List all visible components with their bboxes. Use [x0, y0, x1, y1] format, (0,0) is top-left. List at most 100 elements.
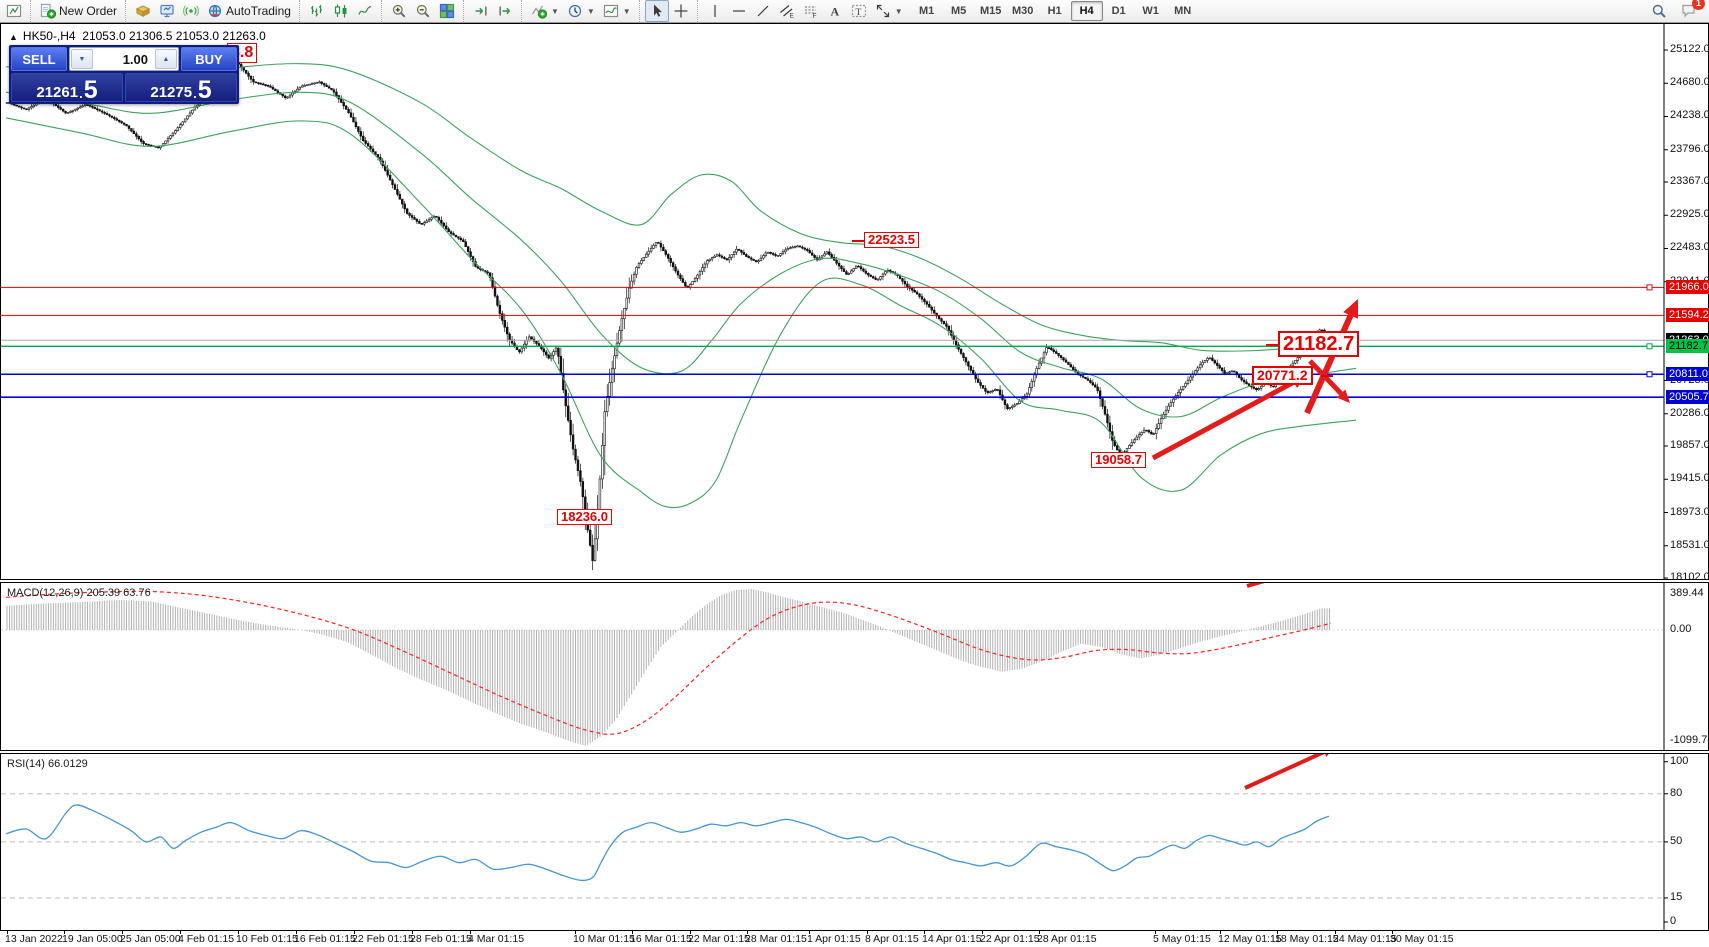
arrows-tool-button[interactable]: ▼	[871, 0, 907, 22]
zoom-in-icon	[392, 4, 406, 18]
equidistant-channel-tool-button[interactable]: E	[775, 0, 799, 22]
price-line-tag: 21182.7	[1666, 339, 1709, 354]
notifications-button[interactable]: 1	[1677, 0, 1705, 22]
price-axis-tick: 18973.0	[1670, 505, 1709, 518]
svg-text:E: E	[789, 13, 794, 20]
search-icon	[1652, 4, 1666, 18]
candlestick-mode-button[interactable]	[329, 0, 353, 22]
text-icon: A	[830, 5, 839, 19]
time-axis-label: 12 May 01:15	[1218, 933, 1282, 945]
timeframe-button-m5[interactable]: M5	[951, 5, 967, 17]
crosshair-icon	[674, 4, 688, 18]
volume-decrease-button[interactable]: ▼	[71, 49, 93, 69]
text-tool-button[interactable]: A	[823, 0, 847, 22]
auto-scroll-button[interactable]	[469, 0, 493, 22]
timeframe-button-w1[interactable]: W1	[1142, 5, 1159, 17]
major-low-label[interactable]: 18236.0	[557, 509, 612, 526]
autotrading-button[interactable]: AutoTrading	[203, 0, 295, 22]
price-chart-canvas[interactable]	[1, 24, 1708, 579]
toolbar-group	[638, 0, 695, 22]
vertical-line-icon	[714, 5, 716, 17]
time-axis-label: 14 Apr 01:15	[922, 933, 982, 945]
chevron-down-icon[interactable]: ▼	[586, 6, 595, 16]
cursor-tool-button[interactable]	[644, 0, 669, 22]
chart-shift-icon	[499, 6, 510, 16]
bar-chart-mode-button[interactable]	[305, 0, 329, 22]
zoom-out-button[interactable]	[411, 0, 435, 22]
macd-canvas[interactable]	[1, 583, 1708, 750]
timeframe-button-h1[interactable]: H1	[1047, 5, 1062, 17]
time-axis-tick	[1039, 931, 1040, 934]
periods-button[interactable]: ▼	[563, 0, 599, 22]
rsi-canvas[interactable]	[1, 754, 1708, 930]
macd-axis-label: 389.44	[1670, 587, 1704, 599]
price-axis-tick: 23796.0	[1670, 142, 1709, 155]
one-click-trading-panel: SELL ▼ 1.00 ▲ BUY 21261. 5 21275. 5	[9, 45, 239, 104]
publish-button[interactable]	[155, 0, 179, 22]
timeframe-button-m30[interactable]: M30	[1011, 5, 1034, 17]
toolbar-group: New Order	[30, 0, 123, 22]
sell-price[interactable]: 21261. 5	[11, 73, 123, 103]
zoom-out-icon	[416, 4, 430, 18]
trendline-tool-button[interactable]	[751, 0, 775, 22]
chart-shift-button[interactable]	[493, 0, 517, 22]
resistance-level-label[interactable]: 21182.7	[1278, 331, 1360, 357]
timeframe-button-mn[interactable]: MN	[1174, 5, 1192, 17]
indicators-button[interactable]: ▼	[527, 0, 563, 22]
macd-indicator-panel: MACD(12,26,9) 205.39 63.76 389.44 0.00 -10…	[0, 582, 1709, 751]
collapse-subwindow-icon[interactable]: ▲	[9, 32, 18, 42]
horizontal-line-tool-button[interactable]	[727, 0, 751, 22]
price-axis-tick: 22925.0	[1670, 208, 1709, 221]
annotation-connector	[852, 240, 864, 243]
svg-text:T: T	[855, 8, 861, 18]
new-chart-button[interactable]	[2, 0, 26, 22]
autotrading-icon	[208, 4, 222, 18]
time-axis-tick	[238, 931, 239, 934]
vertical-line-tool-button[interactable]	[703, 0, 727, 22]
buy-button[interactable]: BUY	[181, 47, 237, 71]
chart-title: ▲ HK50-,H4 21053.0 21306.5 21053.0 21263.…	[9, 29, 266, 43]
rsi-axis-label: 50	[1670, 834, 1683, 847]
signals-button[interactable]	[179, 0, 203, 22]
tile-windows-icon	[439, 3, 455, 19]
zoom-in-button[interactable]	[387, 0, 411, 22]
price-line-tag: 20505.7	[1666, 390, 1709, 405]
text-label-tool-button[interactable]: T	[847, 0, 871, 22]
timeframe-button-m1[interactable]: M1	[919, 5, 935, 17]
templates-button[interactable]: ▼	[599, 0, 635, 22]
time-axis-tick	[924, 931, 925, 934]
time-axis[interactable]: 13 Jan 2022 19 Jan 05:00 25 Jan 05:00 4 Feb…	[0, 931, 1709, 947]
chevron-down-icon[interactable]: ▼	[622, 6, 631, 16]
new-order-button[interactable]: New Order	[36, 0, 121, 22]
volume-increase-button[interactable]: ▲	[155, 49, 177, 69]
chevron-down-icon[interactable]: ▼	[550, 6, 559, 16]
time-axis-tick	[575, 931, 576, 934]
timeframe-button-d1[interactable]: D1	[1111, 5, 1126, 17]
pullback-level-label[interactable]: 20771.2	[1252, 366, 1313, 386]
fibonacci-tool-button[interactable]: F	[799, 0, 823, 22]
channel-icon: E	[779, 5, 794, 20]
time-axis-label: 28 Feb 01:15	[410, 933, 472, 945]
chevron-down-icon[interactable]: ▼	[894, 6, 903, 16]
crosshair-tool-button[interactable]	[669, 0, 693, 22]
time-axis-label: 30 May 01:15	[1390, 933, 1454, 945]
time-axis-label: 19 Jan 05:00	[62, 933, 123, 945]
rsi-axis-label: 15	[1670, 890, 1683, 903]
swing-low-label[interactable]: 19058.7	[1091, 452, 1146, 469]
time-axis-label: 25 Jan 05:00	[120, 933, 181, 945]
tile-windows-button[interactable]	[435, 0, 459, 22]
time-axis-label: 4 Feb 01:15	[178, 933, 235, 945]
sell-button[interactable]: SELL	[11, 47, 67, 71]
timeframe-button-m15[interactable]: M15	[979, 5, 1002, 17]
timeframe-button-h4[interactable]: H4	[1070, 1, 1103, 21]
market-button[interactable]	[131, 0, 155, 22]
swing-high-label[interactable]: 22523.5	[864, 232, 919, 249]
time-axis-label: 5 May 01:15	[1153, 933, 1211, 945]
autotrading-button-label: AutoTrading	[226, 4, 291, 18]
volume-value[interactable]: 1.00	[122, 51, 148, 67]
search-button[interactable]	[1647, 0, 1671, 22]
volume-stepper[interactable]: ▼ 1.00 ▲	[69, 47, 179, 71]
buy-price[interactable]: 21275. 5	[125, 73, 237, 103]
line-chart-mode-button[interactable]	[353, 0, 377, 22]
time-axis-label: 28 Mar 01:15	[745, 933, 807, 945]
